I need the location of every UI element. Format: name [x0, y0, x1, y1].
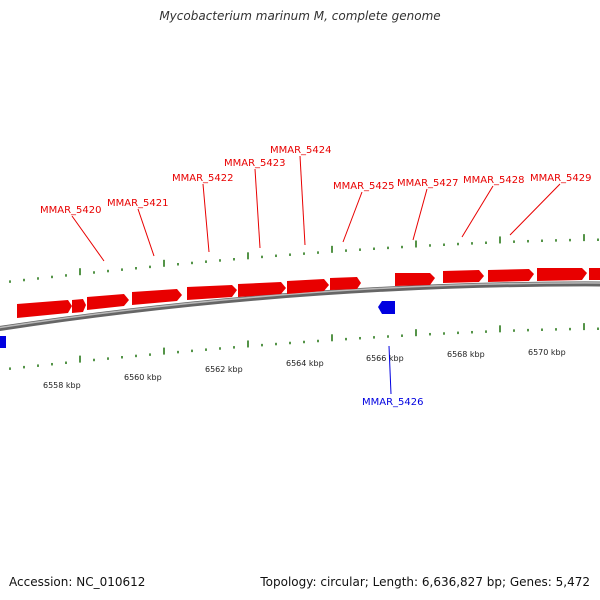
gene-label[interactable]: MMAR_5425: [333, 181, 395, 192]
tick-label: 6564 kbp: [286, 359, 324, 368]
leader-line: [509, 183, 561, 236]
gene-arrow[interactable]: [238, 282, 286, 297]
minor-ticks-top: [9, 234, 599, 283]
genome-summary: Topology: circular; Length: 6,636,827 bp…: [260, 575, 590, 589]
forward-gene-arrows: [17, 268, 600, 318]
gene-labels: MMAR_5420 MMAR_5421 MMAR_5422 MMAR_5423 …: [40, 145, 592, 408]
genome-backbone: [0, 281, 600, 332]
coordinate-labels: 6558 kbp 6560 kbp 6562 kbp 6564 kbp 6566…: [43, 348, 566, 390]
minor-ticks-bottom: [9, 323, 599, 370]
gene-arrow[interactable]: [537, 268, 587, 281]
gene-label[interactable]: MMAR_5428: [463, 175, 525, 186]
gene-arrow[interactable]: [443, 270, 484, 283]
leader-line: [137, 208, 155, 257]
gene-label-leaders: [71, 155, 561, 395]
tick-label: 6568 kbp: [447, 350, 485, 359]
leader-line: [254, 168, 261, 249]
leader-line: [461, 185, 494, 238]
gene-label[interactable]: MMAR_5424: [270, 145, 332, 156]
leader-line: [342, 191, 363, 243]
tick-label: 6570 kbp: [528, 348, 566, 357]
gene-arrow[interactable]: [488, 269, 534, 282]
leader-line: [412, 188, 428, 241]
tick-label: 6562 kbp: [205, 365, 243, 374]
leader-line: [299, 155, 306, 246]
gene-label[interactable]: MMAR_5429: [530, 173, 592, 184]
gene-arrow[interactable]: [330, 277, 361, 290]
tick-label: 6558 kbp: [43, 381, 81, 390]
gene-arrow[interactable]: [72, 299, 86, 313]
gene-arrow[interactable]: [589, 268, 600, 280]
gene-arrow[interactable]: [287, 279, 329, 294]
gene-arrow[interactable]: [17, 300, 72, 318]
leader-line: [388, 345, 392, 395]
genome-backbone-highlight: [0, 282, 600, 329]
gene-arrow[interactable]: [132, 289, 182, 305]
gene-arrow[interactable]: [378, 301, 395, 314]
gene-arrow[interactable]: [0, 336, 6, 348]
tick-label: 6566 kbp: [366, 354, 404, 363]
map-title: Mycobacterium marinum M, complete genome: [159, 9, 441, 23]
tick-label: 6560 kbp: [124, 373, 162, 382]
gene-label[interactable]: MMAR_5421: [107, 198, 169, 209]
gene-label[interactable]: MMAR_5427: [397, 178, 459, 189]
gene-arrow[interactable]: [187, 285, 237, 300]
gene-label[interactable]: MMAR_5423: [224, 158, 286, 169]
leader-line: [71, 215, 105, 262]
leader-line: [202, 183, 210, 253]
gene-label[interactable]: MMAR_5426: [362, 397, 424, 408]
gene-arrow[interactable]: [87, 294, 129, 310]
gene-arrow[interactable]: [395, 273, 435, 286]
reverse-gene-arrows: [0, 301, 395, 348]
gene-label[interactable]: MMAR_5420: [40, 205, 102, 216]
gene-label[interactable]: MMAR_5422: [172, 173, 234, 184]
accession-text: Accession: NC_010612: [9, 575, 146, 589]
